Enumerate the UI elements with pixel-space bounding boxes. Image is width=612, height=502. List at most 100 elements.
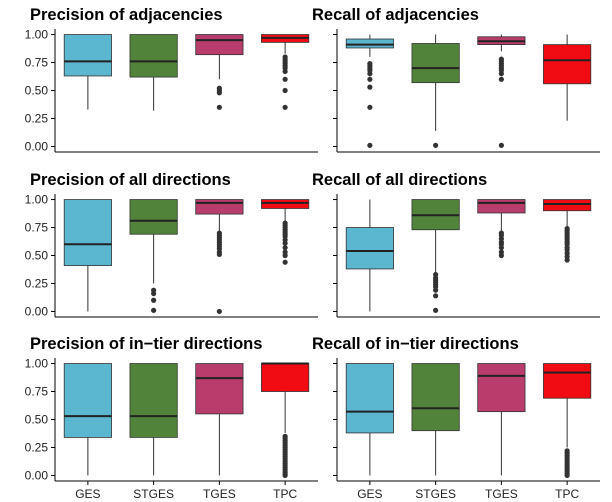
panel-title: Recall of all directions [312,171,487,189]
outlier-point [433,307,439,313]
box-iqr [63,34,112,77]
y-tick-label: 0.50 [25,413,49,427]
box-stges [411,363,460,476]
outlier-point [564,257,570,263]
box-iqr [195,34,244,56]
box-iqr [261,363,310,392]
box-iqr [543,199,592,212]
outlier-point [282,87,288,94]
x-tick-label: STGES [415,487,456,501]
outlier-point [433,293,439,299]
x-tick-label: TGES [203,487,236,501]
box-tges [195,34,244,110]
outlier-point [498,76,504,82]
box-iqr [195,363,244,415]
box-iqr [63,199,112,266]
y-tick-label: 0.75 [25,221,49,235]
box-ges [345,363,394,476]
outlier-point [367,71,373,77]
box-stges [411,199,460,313]
box-iqr [195,199,244,215]
y-tick-label: 1.00 [25,357,49,371]
outlier-point [151,290,157,297]
panel-title: Recall of in−tier directions [312,335,519,353]
panel-4: Recall of all directions [312,171,600,318]
y-tick-label: 0.25 [25,440,49,454]
y-tick-label: 0.00 [25,304,49,318]
panel-5: Precision of in−tier directions 0.00 0.25 0… [25,335,318,501]
box-iqr [345,38,394,49]
y-tick-label: 0.75 [25,385,49,399]
box-ges [63,34,112,110]
box-ges [345,34,394,148]
outlier-point [498,245,504,251]
outlier-point [282,472,288,479]
box-stges [129,363,178,476]
outlier-point [282,245,288,251]
outlier-point [367,142,373,148]
panel-title: Precision of adjacencies [30,6,223,24]
box-tges [195,363,244,476]
outlier-point [433,142,439,148]
panel-2: Recall of adjacencies [312,6,600,153]
outlier-point [498,71,504,77]
box-iqr [345,363,394,434]
box-iqr [63,363,112,438]
panel-1: Precision of adjacencies 0.00 0.25 0.50 0.75… [25,6,318,153]
outlier-point [367,76,373,82]
y-tick-label: 0.50 [25,249,49,263]
box-stges [411,34,460,148]
box-tpc [261,199,310,265]
outlier-point [216,104,222,110]
panel-title: Precision of all directions [30,171,231,189]
y-tick-label: 0.25 [25,111,49,125]
y-tick-label: 1.00 [25,193,49,207]
y-tick-label: 0.00 [25,468,49,482]
outlier-point [282,252,288,259]
outlier-point [151,307,157,313]
x-tick-label: GES [75,487,100,501]
outlier-point [216,251,222,257]
y-tick-label: 0.25 [25,276,49,290]
panel-title: Recall of adjacencies [312,6,479,24]
outlier-point [216,90,222,96]
box-iqr [129,363,178,438]
box-ges [63,363,112,476]
y-tick-label: 0.50 [25,84,49,98]
outlier-point [216,308,222,315]
box-iqr [411,363,460,432]
box-iqr [543,44,592,85]
box-tpc [261,362,310,479]
x-tick-label: STGES [133,487,174,501]
box-tpc [261,34,310,110]
box-tges [195,199,244,315]
outlier-point [498,142,504,148]
panel-6: Recall of in−tier directions GES STGES TGES… [312,335,600,501]
outlier-point [282,240,288,246]
box-tpc [543,199,592,263]
box-iqr [411,43,460,84]
box-tpc [543,34,592,121]
box-iqr [345,227,394,270]
outlier-point [282,104,288,110]
box-tges [477,363,526,476]
box-stges [129,34,178,111]
panel-title: Precision of in−tier directions [30,335,262,353]
box-iqr [129,34,178,78]
outlier-point [367,84,373,90]
box-tges [477,199,526,259]
x-tick-label: GES [357,487,382,501]
outlier-point [433,287,439,293]
box-ges [345,199,394,312]
y-tick-label: 0.75 [25,56,49,70]
box-tpc [543,363,592,479]
box-iqr [477,199,526,214]
outlier-point [282,259,288,265]
outlier-point [564,472,570,479]
box-iqr [261,199,310,209]
outlier-point [367,104,373,110]
x-tick-label: TPC [555,487,579,501]
outlier-point [151,297,157,303]
panel-3: Precision of all directions 0.00 0.25 0.50 0… [25,171,318,318]
box-tges [477,34,526,148]
